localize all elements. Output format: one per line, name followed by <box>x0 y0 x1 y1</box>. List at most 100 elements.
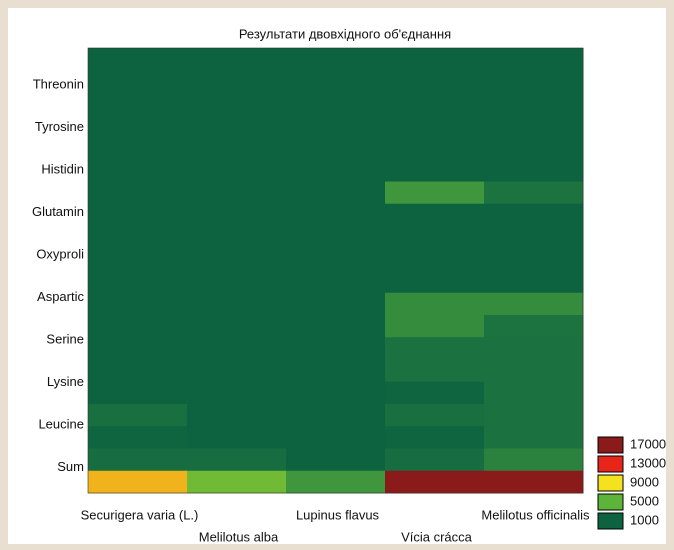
heat-cell <box>385 359 485 383</box>
heat-cell <box>187 337 287 360</box>
heat-cell <box>484 270 584 294</box>
heat-cell <box>286 137 386 160</box>
heat-cell <box>187 137 287 160</box>
heat-cell <box>385 92 485 116</box>
heat-cell <box>286 470 386 494</box>
y-tick-label: Tyrosine <box>35 119 84 134</box>
heat-cell <box>187 315 287 338</box>
heat-cell <box>385 203 485 227</box>
x-tick-label: Lupinus flavus <box>296 507 380 522</box>
heat-cell <box>286 315 386 338</box>
x-tick-label: Melilotus alba <box>199 529 279 544</box>
heat-cell <box>286 426 386 449</box>
heat-cell <box>385 315 485 338</box>
y-tick-label: Aspartic <box>37 289 84 304</box>
heat-cell <box>385 426 485 449</box>
heat-cell <box>88 114 188 138</box>
y-tick-label: Threonin <box>33 76 84 91</box>
heat-cell <box>286 248 386 271</box>
heat-cell <box>88 181 188 205</box>
legend-label: 5000 <box>630 493 659 508</box>
heat-cell <box>187 270 287 294</box>
legend-label: 17000 <box>630 436 666 451</box>
heat-cell <box>385 159 485 182</box>
legend-swatch <box>597 455 624 473</box>
heat-cell <box>88 381 188 405</box>
heat-cell <box>286 203 386 227</box>
heat-cell <box>484 137 584 160</box>
heat-cell <box>88 70 188 93</box>
heat-cell <box>385 137 485 160</box>
heat-cell <box>88 292 188 316</box>
heat-cell <box>286 226 386 249</box>
heat-cell <box>484 448 584 472</box>
heat-cell <box>88 270 188 294</box>
legend-label: 1000 <box>630 512 659 527</box>
plot-frame <box>87 47 584 494</box>
heat-cell <box>187 404 287 427</box>
heat-cell <box>286 448 386 472</box>
heat-cell <box>385 448 485 472</box>
heat-cell <box>187 203 287 227</box>
heat-cell <box>187 381 287 405</box>
heat-cell <box>88 359 188 383</box>
heat-cell <box>88 315 188 338</box>
heat-cell <box>484 92 584 116</box>
heat-cell <box>88 137 188 160</box>
legend-swatch <box>597 512 624 530</box>
heat-cell <box>286 270 386 294</box>
heat-cell <box>286 70 386 93</box>
heat-cell <box>88 48 188 71</box>
heat-cell <box>286 92 386 116</box>
heat-cell <box>88 404 188 427</box>
heat-cell <box>286 381 386 405</box>
legend-swatch <box>597 474 624 492</box>
heat-cell <box>385 181 485 205</box>
y-tick-label: Histidin <box>41 161 84 176</box>
heat-cell <box>187 48 287 71</box>
heat-cell <box>286 181 386 205</box>
heat-cell <box>187 70 287 93</box>
heat-cell <box>484 337 584 360</box>
heat-cell <box>385 248 485 271</box>
heat-cell <box>88 448 188 472</box>
heat-cell <box>385 292 485 316</box>
heat-cell <box>385 48 485 71</box>
heat-cell <box>88 337 188 360</box>
heat-cell <box>484 359 584 383</box>
heat-cell <box>187 92 287 116</box>
heat-cell <box>385 270 485 294</box>
heat-cell <box>484 114 584 138</box>
y-tick-label: Lysine <box>47 374 84 389</box>
x-tick-label: Melilotus officinalis <box>481 507 590 522</box>
heat-cell <box>484 70 584 93</box>
heat-cell <box>187 114 287 138</box>
heat-cell <box>484 159 584 182</box>
heat-cell <box>385 337 485 360</box>
heat-cell <box>88 248 188 271</box>
heat-cell <box>187 159 287 182</box>
x-tick-label: Securigera varia (L.) <box>81 507 199 522</box>
heat-cell <box>187 426 287 449</box>
heat-cell <box>187 226 287 249</box>
legend-swatch <box>597 436 624 454</box>
heat-cell <box>187 248 287 271</box>
chart-title: Результати двовхідного об'єднання <box>239 26 451 41</box>
heat-cell <box>484 315 584 338</box>
heat-cell <box>484 426 584 449</box>
heat-cell <box>286 337 386 360</box>
heat-cell <box>484 470 584 494</box>
heat-cell <box>286 359 386 383</box>
heat-cell <box>286 292 386 316</box>
heat-cell <box>484 292 584 316</box>
heat-cell <box>286 159 386 182</box>
heat-cell <box>88 159 188 182</box>
legend-label: 9000 <box>630 474 659 489</box>
heat-cell <box>385 470 485 494</box>
heat-cell <box>88 470 188 494</box>
legend-label: 13000 <box>630 455 666 470</box>
heat-cell <box>484 248 584 271</box>
y-tick-label: Oxyproli <box>36 246 84 261</box>
heat-cell <box>88 426 188 449</box>
